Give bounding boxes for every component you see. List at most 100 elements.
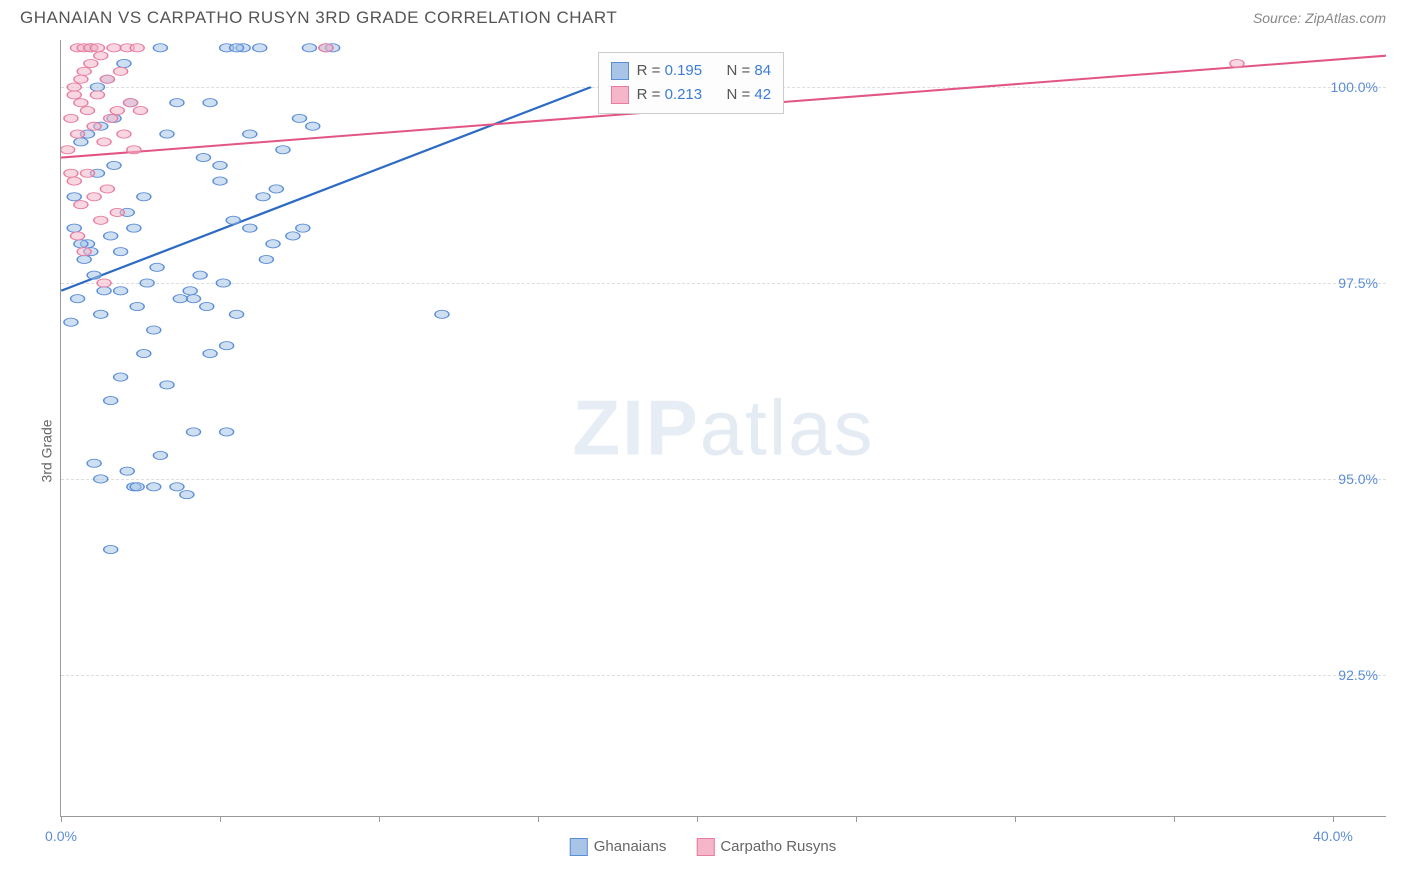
- data-point: [77, 67, 91, 75]
- data-point: [84, 59, 98, 67]
- chart-title: GHANAIAN VS CARPATHO RUSYN 3RD GRADE COR…: [20, 8, 617, 28]
- data-point: [74, 201, 88, 209]
- stat-r-label: R = 0.195: [637, 59, 702, 83]
- data-point: [140, 279, 154, 287]
- chart-container: 3rd Grade ZIPatlas R = 0.195 N = 84R = 0…: [20, 40, 1386, 862]
- data-point: [147, 326, 161, 334]
- data-point: [87, 271, 101, 279]
- data-point: [117, 59, 131, 67]
- data-point: [114, 373, 128, 381]
- data-point: [153, 44, 167, 52]
- data-point: [110, 208, 124, 216]
- data-point: [117, 130, 131, 138]
- x-tick-mark: [61, 816, 62, 822]
- x-tick-mark: [220, 816, 221, 822]
- data-point: [213, 161, 227, 169]
- data-point: [90, 83, 104, 91]
- data-point: [173, 295, 187, 303]
- legend-swatch-icon: [611, 62, 629, 80]
- data-point: [67, 177, 81, 185]
- x-tick-mark: [697, 816, 698, 822]
- data-point: [256, 193, 270, 201]
- data-point: [137, 349, 151, 357]
- data-point: [160, 130, 174, 138]
- data-point: [137, 193, 151, 201]
- data-point: [183, 287, 197, 295]
- x-tick-mark: [1015, 816, 1016, 822]
- data-point: [81, 169, 95, 177]
- data-point: [269, 185, 283, 193]
- data-point: [187, 428, 201, 436]
- data-point: [104, 232, 118, 240]
- data-point: [104, 545, 118, 553]
- data-point: [87, 193, 101, 201]
- legend-label: Ghanaians: [594, 838, 667, 855]
- trend-line: [61, 87, 591, 291]
- data-point: [114, 287, 128, 295]
- data-point: [127, 224, 141, 232]
- x-tick-label-right: 40.0%: [1313, 828, 1353, 844]
- data-point: [296, 224, 310, 232]
- data-point: [130, 44, 144, 52]
- data-point: [266, 240, 280, 248]
- data-point: [61, 146, 75, 154]
- data-point: [435, 310, 449, 318]
- legend-label: Carpatho Rusyns: [720, 838, 836, 855]
- data-point: [160, 381, 174, 389]
- data-point: [74, 99, 88, 107]
- data-point: [230, 44, 244, 52]
- data-point: [100, 75, 114, 83]
- data-point: [134, 106, 148, 114]
- data-point: [107, 161, 121, 169]
- plot-svg: [61, 40, 1386, 816]
- stats-box: R = 0.195 N = 84R = 0.213 N = 42: [598, 52, 784, 114]
- data-point: [253, 44, 267, 52]
- legend-swatch-icon: [696, 838, 714, 856]
- data-point: [90, 91, 104, 99]
- data-point: [170, 483, 184, 491]
- data-point: [71, 232, 85, 240]
- data-point: [110, 106, 124, 114]
- legend-item: Ghanaians: [570, 838, 667, 856]
- data-point: [74, 75, 88, 83]
- data-point: [67, 224, 81, 232]
- data-point: [104, 396, 118, 404]
- data-point: [81, 106, 95, 114]
- data-point: [71, 295, 85, 303]
- data-point: [120, 467, 134, 475]
- data-point: [187, 295, 201, 303]
- data-point: [130, 302, 144, 310]
- data-point: [94, 52, 108, 60]
- data-point: [124, 99, 138, 107]
- data-point: [213, 177, 227, 185]
- data-point: [67, 83, 81, 91]
- data-point: [147, 483, 161, 491]
- data-point: [193, 271, 207, 279]
- data-point: [216, 279, 230, 287]
- data-point: [104, 114, 118, 122]
- data-point: [97, 287, 111, 295]
- data-point: [302, 44, 316, 52]
- stat-n-label: N = 42: [726, 83, 771, 107]
- x-tick-mark: [856, 816, 857, 822]
- stats-row: R = 0.213 N = 42: [611, 83, 771, 107]
- data-point: [94, 216, 108, 224]
- data-point: [64, 169, 78, 177]
- data-point: [97, 279, 111, 287]
- x-tick-mark: [1333, 816, 1334, 822]
- data-point: [64, 318, 78, 326]
- data-point: [94, 475, 108, 483]
- data-point: [67, 91, 81, 99]
- data-point: [71, 130, 85, 138]
- data-point: [114, 248, 128, 256]
- data-point: [94, 310, 108, 318]
- data-point: [87, 459, 101, 467]
- data-point: [196, 153, 210, 161]
- data-point: [150, 263, 164, 271]
- data-point: [276, 146, 290, 154]
- plot-area: ZIPatlas R = 0.195 N = 84R = 0.213 N = 4…: [60, 40, 1386, 817]
- data-point: [130, 483, 144, 491]
- stats-row: R = 0.195 N = 84: [611, 59, 771, 83]
- source-label: Source: ZipAtlas.com: [1253, 10, 1386, 26]
- stat-n-label: N = 84: [726, 59, 771, 83]
